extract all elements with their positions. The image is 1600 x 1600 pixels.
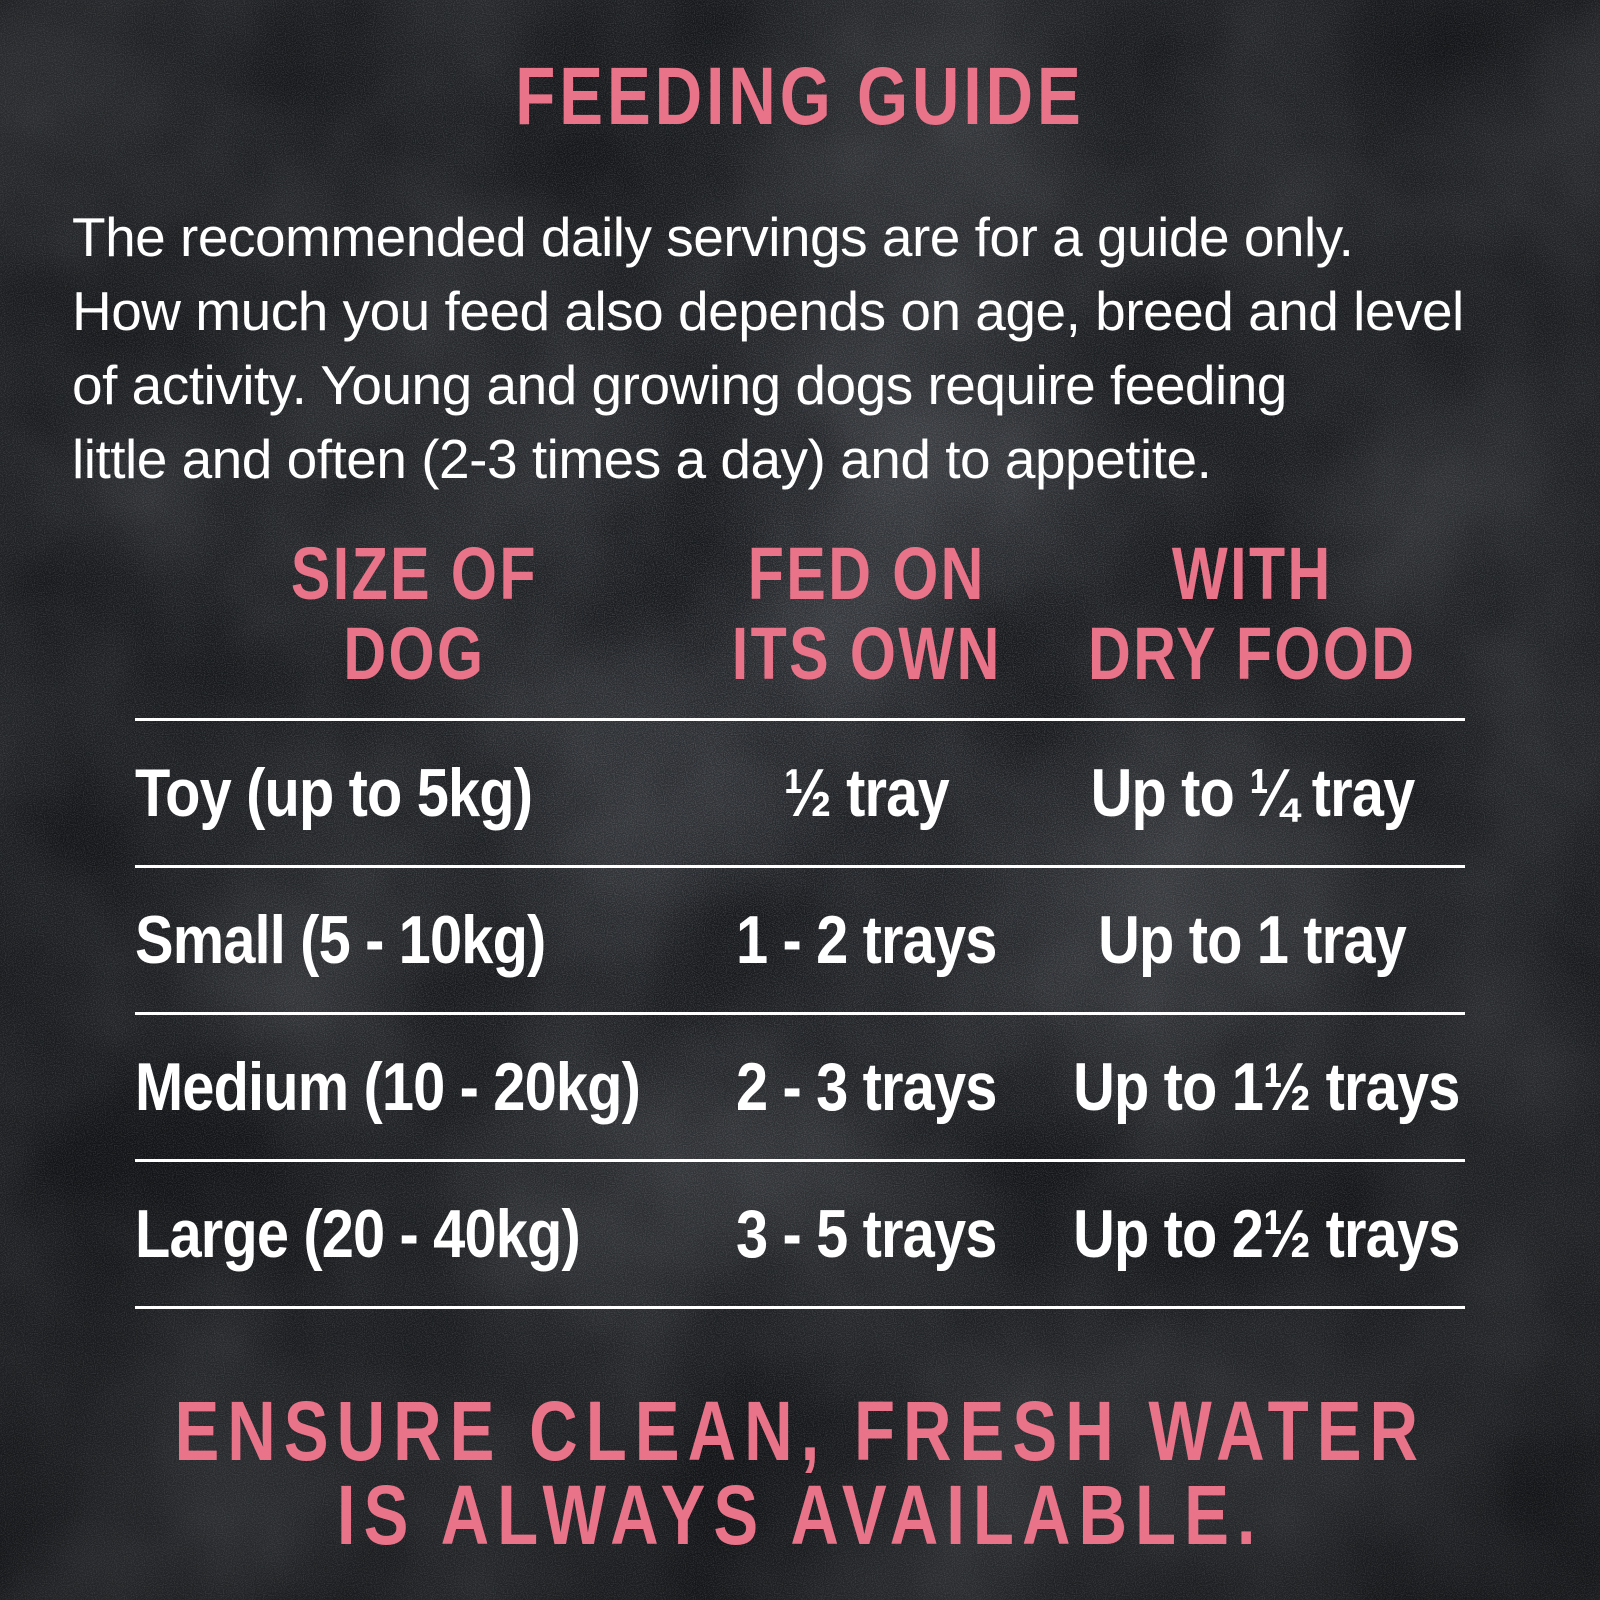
intro-line-1: The recommended daily servings are for a…	[72, 206, 1354, 268]
feeding-table: SIZE OF DOG FED ON ITS OWN WITH DRY FOOD To…	[135, 534, 1465, 1309]
column-header-with-dry-food-text: WITH DRY FOOD	[1087, 532, 1417, 695]
row-divider	[135, 1012, 1465, 1015]
water-notice-text: ENSURE CLEAN, FRESH WATER IS ALWAYS AVAIL…	[174, 1384, 1426, 1562]
row-divider	[135, 1159, 1465, 1162]
cell-fed-on-its-own: 2 - 3 trays	[736, 1049, 997, 1125]
table-header-row: SIZE OF DOG FED ON ITS OWN WITH DRY FOOD	[135, 534, 1465, 694]
column-header-with-dry-food: WITH DRY FOOD	[1039, 534, 1465, 694]
page-title: FEEDING GUIDE	[0, 56, 1600, 138]
cell-size-of-dog: Medium (10 - 20kg)	[135, 1049, 641, 1125]
page-title-text: FEEDING GUIDE	[515, 51, 1085, 142]
cell-fed-on-its-own: 1 - 2 trays	[736, 902, 997, 978]
water-notice: ENSURE CLEAN, FRESH WATER IS ALWAYS AVAIL…	[0, 1389, 1600, 1557]
panel-content: FEEDING GUIDE The recommended daily serv…	[0, 56, 1600, 1557]
table-row-small: Small (5 - 10kg) 1 - 2 trays Up to 1 tra…	[135, 868, 1465, 1012]
cell-size-of-dog: Toy (up to 5kg)	[135, 755, 533, 831]
cell-size-of-dog: Small (5 - 10kg)	[135, 902, 546, 978]
cell-fed-on-its-own: 3 - 5 trays	[736, 1196, 997, 1272]
cell-with-dry-food: Up to 2½ trays	[1073, 1196, 1460, 1272]
intro-paragraph: The recommended daily servings are for a…	[0, 200, 1600, 496]
intro-line-3: of activity. Young and growing dogs requ…	[72, 354, 1287, 416]
table-row-medium: Medium (10 - 20kg) 2 - 3 trays Up to 1½ …	[135, 1015, 1465, 1159]
table-row-toy: Toy (up to 5kg) ½ tray Up to ¼ tray	[135, 721, 1465, 865]
column-header-size-of-dog: SIZE OF DOG	[135, 534, 694, 694]
column-header-size-of-dog-text: SIZE OF DOG	[290, 532, 538, 695]
intro-line-4: little and often (2-3 times a day) and t…	[72, 428, 1212, 490]
cell-with-dry-food: Up to 1 tray	[1098, 902, 1407, 978]
column-header-fed-on-its-own-text: FED ON ITS OWN	[731, 532, 1002, 695]
column-header-fed-on-its-own: FED ON ITS OWN	[694, 534, 1040, 694]
intro-line-2: How much you feed also depends on age, b…	[72, 280, 1464, 342]
row-divider	[135, 865, 1465, 868]
cell-with-dry-food: Up to ¼ tray	[1090, 755, 1415, 831]
row-divider	[135, 1306, 1465, 1309]
cell-fed-on-its-own: ½ tray	[783, 755, 950, 831]
row-divider	[135, 718, 1465, 721]
table-row-large: Large (20 - 40kg) 3 - 5 trays Up to 2½ t…	[135, 1162, 1465, 1306]
cell-size-of-dog: Large (20 - 40kg)	[135, 1196, 581, 1272]
cell-with-dry-food: Up to 1½ trays	[1073, 1049, 1460, 1125]
